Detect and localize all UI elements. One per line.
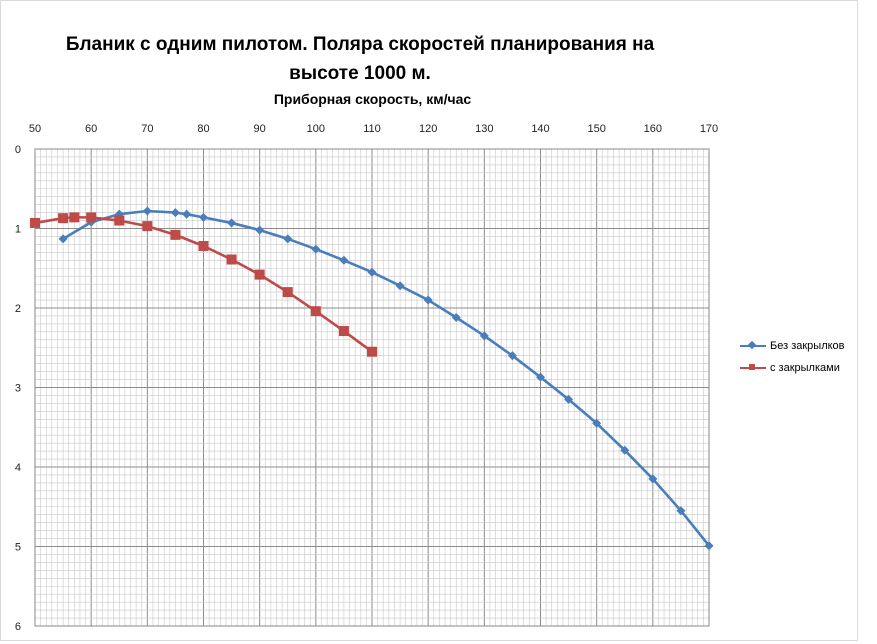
x-tick-label: 90 xyxy=(254,123,266,135)
data-point-flaps xyxy=(170,229,181,240)
x-tick-label: 120 xyxy=(419,123,437,135)
legend-swatch-flaps xyxy=(740,364,766,370)
data-point-flaps xyxy=(142,221,153,232)
data-point-no-flaps xyxy=(255,225,265,235)
data-point-no-flaps xyxy=(704,541,714,551)
data-point-flaps xyxy=(198,240,209,251)
data-point-no-flaps xyxy=(367,267,377,277)
x-tick-label: 160 xyxy=(644,123,662,135)
y-tick-label: 3 xyxy=(15,383,21,395)
data-point-no-flaps xyxy=(170,208,180,218)
y-tick-label: 1 xyxy=(15,224,21,236)
plot-border xyxy=(34,148,710,627)
data-point-flaps xyxy=(226,254,237,265)
x-tick-label: 140 xyxy=(531,123,549,135)
data-point-flaps xyxy=(86,212,97,223)
y-tick-label: 4 xyxy=(15,462,21,474)
x-tick-label: 100 xyxy=(307,123,325,135)
data-point-no-flaps xyxy=(182,209,192,219)
data-point-no-flaps xyxy=(676,506,686,516)
data-point-flaps xyxy=(338,326,349,337)
y-tick-label: 6 xyxy=(15,621,21,633)
y-tick-label: 2 xyxy=(15,303,21,315)
legend-item-flaps: с закрылками xyxy=(740,357,845,379)
y-tick-label: 5 xyxy=(15,542,21,554)
legend-label-flaps: с закрылками xyxy=(770,362,840,374)
data-point-no-flaps xyxy=(198,212,209,222)
data-point-no-flaps xyxy=(507,351,517,361)
data-point-no-flaps xyxy=(648,474,658,484)
data-point-flaps xyxy=(367,346,377,357)
data-point-no-flaps xyxy=(620,445,630,455)
data-point-no-flaps xyxy=(592,418,602,428)
data-point-no-flaps xyxy=(339,255,349,265)
x-tick-label: 150 xyxy=(587,123,605,135)
data-point-no-flaps xyxy=(479,331,489,341)
x-tick-label: 130 xyxy=(475,123,493,135)
data-point-flaps xyxy=(114,215,125,226)
data-point-flaps xyxy=(254,269,265,280)
x-tick-label: 70 xyxy=(141,123,153,135)
x-tick-label: 170 xyxy=(700,123,718,135)
x-tick-label: 60 xyxy=(85,123,97,135)
x-tick-label: 50 xyxy=(29,123,41,135)
y-tick-label: 0 xyxy=(15,144,21,156)
data-point-no-flaps xyxy=(227,218,237,228)
legend-item-no-flaps: Без закрылков xyxy=(740,335,845,357)
data-point-flaps xyxy=(58,213,69,224)
data-point-flaps xyxy=(310,306,321,317)
data-point-no-flaps xyxy=(564,394,574,404)
data-point-no-flaps xyxy=(283,234,293,244)
chart-frame xyxy=(0,0,858,641)
data-point-no-flaps xyxy=(423,295,433,305)
data-point-no-flaps xyxy=(451,313,461,323)
x-tick-label: 110 xyxy=(363,123,381,135)
data-point-flaps xyxy=(30,217,40,228)
x-axis-label: Приборная скорость, км/час xyxy=(273,91,472,107)
data-point-no-flaps xyxy=(142,206,152,216)
legend: Без закрылков с закрылками xyxy=(740,335,845,379)
data-point-no-flaps xyxy=(311,244,321,254)
data-point-no-flaps xyxy=(58,234,68,244)
data-point-flaps xyxy=(282,287,293,298)
chart-title-line-2: высоте 1000 м. xyxy=(289,63,431,84)
x-tick-label: 80 xyxy=(197,123,209,135)
data-point-no-flaps xyxy=(395,281,405,291)
legend-swatch-no-flaps xyxy=(740,340,766,350)
data-point-flaps xyxy=(69,212,80,223)
chart-title-line-1: Бланик с одним пилотом. Поляра скоростей… xyxy=(65,34,655,55)
legend-label-no-flaps: Без закрылков xyxy=(770,340,845,352)
data-point-no-flaps xyxy=(535,372,546,382)
